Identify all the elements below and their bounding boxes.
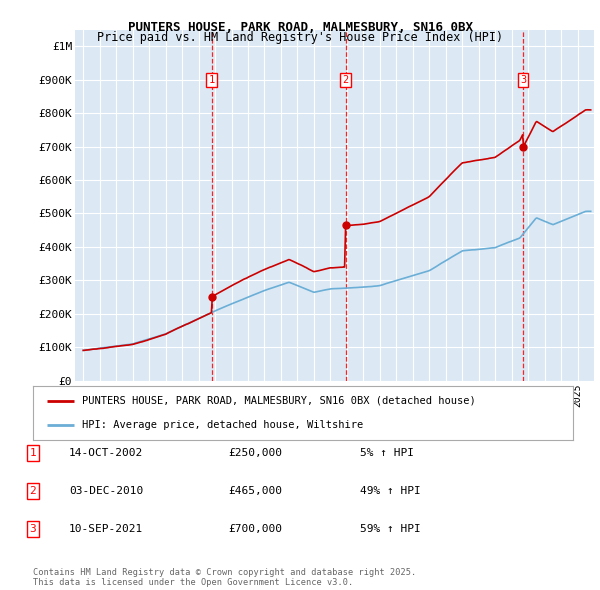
Text: Contains HM Land Registry data © Crown copyright and database right 2025.
This d: Contains HM Land Registry data © Crown c… bbox=[33, 568, 416, 587]
Text: 1: 1 bbox=[208, 75, 215, 84]
Text: Price paid vs. HM Land Registry's House Price Index (HPI): Price paid vs. HM Land Registry's House … bbox=[97, 31, 503, 44]
Text: £700,000: £700,000 bbox=[228, 525, 282, 534]
Text: PUNTERS HOUSE, PARK ROAD, MALMESBURY, SN16 0BX (detached house): PUNTERS HOUSE, PARK ROAD, MALMESBURY, SN… bbox=[82, 396, 475, 406]
Text: 10-SEP-2021: 10-SEP-2021 bbox=[69, 525, 143, 534]
Text: 2: 2 bbox=[343, 75, 349, 84]
Text: 5% ↑ HPI: 5% ↑ HPI bbox=[360, 448, 414, 458]
Text: 1: 1 bbox=[29, 448, 37, 458]
Text: 3: 3 bbox=[520, 75, 526, 84]
Text: £465,000: £465,000 bbox=[228, 486, 282, 496]
Text: 03-DEC-2010: 03-DEC-2010 bbox=[69, 486, 143, 496]
Text: 2: 2 bbox=[29, 486, 37, 496]
Text: £250,000: £250,000 bbox=[228, 448, 282, 458]
Text: HPI: Average price, detached house, Wiltshire: HPI: Average price, detached house, Wilt… bbox=[82, 420, 363, 430]
Text: 59% ↑ HPI: 59% ↑ HPI bbox=[360, 525, 421, 534]
Text: 49% ↑ HPI: 49% ↑ HPI bbox=[360, 486, 421, 496]
Text: 14-OCT-2002: 14-OCT-2002 bbox=[69, 448, 143, 458]
Text: 3: 3 bbox=[29, 525, 37, 534]
Text: PUNTERS HOUSE, PARK ROAD, MALMESBURY, SN16 0BX: PUNTERS HOUSE, PARK ROAD, MALMESBURY, SN… bbox=[128, 21, 473, 34]
